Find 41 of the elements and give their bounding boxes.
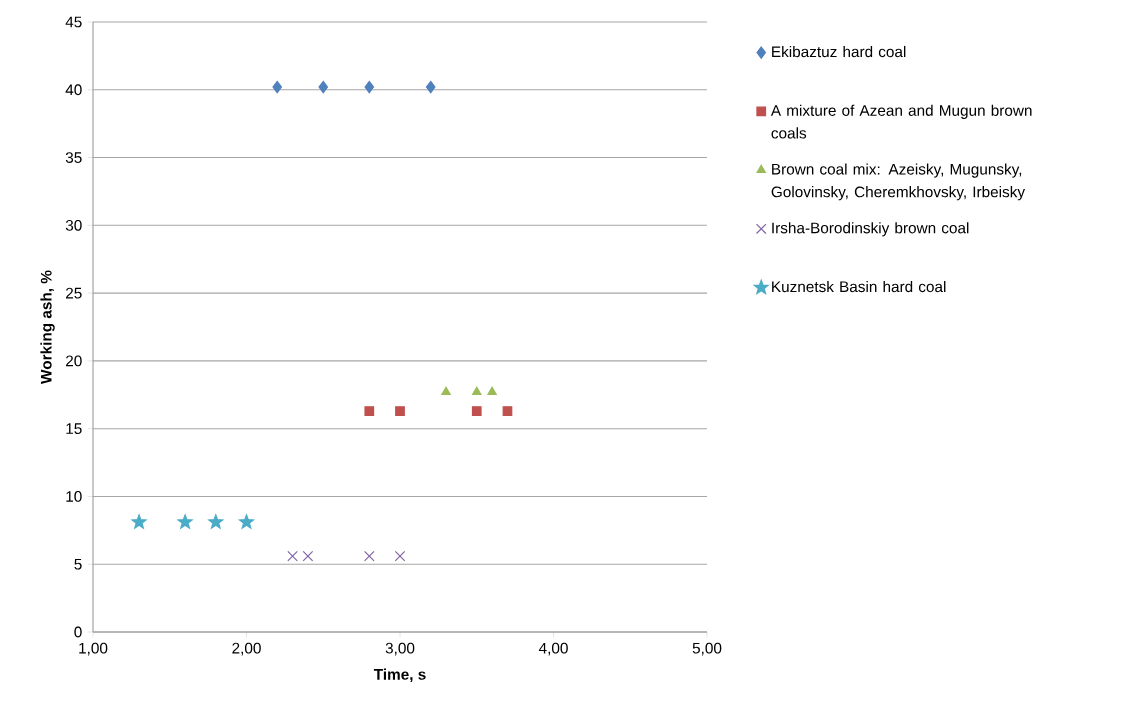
y-tick-label: 45	[65, 16, 82, 28]
y-tick-label: 10	[66, 491, 82, 502]
x-tick-label: 4,00	[538, 642, 568, 656]
point	[272, 80, 282, 94]
point	[472, 386, 482, 396]
point	[487, 386, 497, 396]
legend-label: A mixture of Azean and Mugun brown coals	[770, 104, 1032, 139]
point	[425, 80, 436, 94]
legend-label: Kuznetsk Basin hard coal	[772, 280, 946, 293]
y-tick-label: 0	[74, 626, 82, 638]
y-tick-label: 35	[65, 152, 82, 163]
y-tick-label: 5	[74, 558, 82, 570]
point	[177, 514, 193, 529]
point	[441, 386, 451, 396]
y-tick-label: 25	[66, 287, 82, 299]
point	[364, 406, 375, 416]
y-tick-label: 20	[66, 355, 82, 367]
point	[238, 514, 255, 529]
y-axis-title: Working ash, %	[40, 270, 55, 384]
x-axis-title: Time, s	[373, 668, 426, 683]
y-tick-label: 40	[65, 84, 82, 96]
legend-label: Ekibaztuz hard coal	[772, 45, 906, 58]
point	[363, 550, 375, 562]
x-tick-label: 1,00	[79, 642, 108, 656]
legend-label: Irsha-Borodinskiy brown coal	[772, 222, 969, 237]
y-tick-label: 15	[66, 423, 82, 435]
y-tick-label: 30	[65, 219, 82, 231]
point	[395, 406, 405, 416]
point	[471, 406, 482, 416]
x-tick-label: 3,00	[385, 642, 415, 656]
legend-label: Brown coal mix: Azeisky, Mugunsky, Golovinsky, Cheremkhovsky, Irbeisky	[771, 163, 1026, 201]
point	[287, 550, 298, 562]
point	[394, 550, 406, 562]
point	[302, 550, 314, 562]
point	[364, 80, 375, 94]
x-tick-label: 2,00	[232, 642, 261, 656]
point	[502, 406, 513, 416]
x-tick-label: 5,00	[692, 642, 722, 656]
point	[208, 514, 224, 529]
point	[318, 80, 329, 94]
point	[131, 514, 147, 529]
